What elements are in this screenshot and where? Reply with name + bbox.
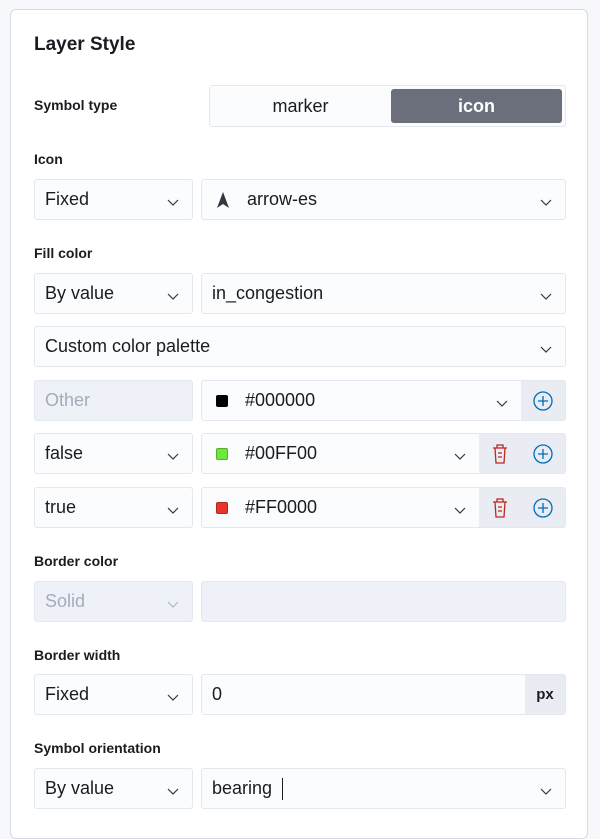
border-color-picker bbox=[201, 581, 566, 622]
border-color-label: Border color bbox=[34, 553, 119, 569]
fill-color-label: Fill color bbox=[34, 245, 93, 261]
stop-color-select[interactable]: #000000 bbox=[201, 380, 566, 421]
chevron-down-icon bbox=[539, 193, 553, 207]
palette-select[interactable]: Custom color palette bbox=[34, 326, 566, 367]
border-color-mode-select: Solid bbox=[34, 581, 193, 622]
plus-circle-icon bbox=[533, 390, 553, 411]
chevron-down-icon bbox=[166, 447, 180, 461]
symbol-type-toggle: marker icon bbox=[209, 85, 566, 127]
border-width-mode-value: Fixed bbox=[45, 684, 90, 704]
border-width-value: 0 bbox=[212, 684, 223, 704]
chevron-down-icon bbox=[166, 595, 180, 609]
stop-key-value: Other bbox=[45, 390, 91, 410]
stop-key-value: false bbox=[45, 443, 84, 463]
delete-stop-button[interactable] bbox=[479, 488, 521, 527]
fill-field-select[interactable]: in_congestion bbox=[201, 273, 566, 314]
unit-label: px bbox=[525, 675, 565, 714]
orientation-label: Symbol orientation bbox=[34, 740, 161, 756]
symbol-type-label: Symbol type bbox=[34, 97, 118, 113]
border-color-mode-value: Solid bbox=[45, 591, 86, 611]
plus-circle-icon bbox=[533, 443, 553, 464]
stop-color-value: #000000 bbox=[245, 390, 316, 410]
delete-stop-button[interactable] bbox=[479, 434, 521, 473]
chevron-down-icon bbox=[166, 782, 180, 796]
border-width-input[interactable]: 0 px bbox=[201, 674, 566, 715]
chevron-down-icon bbox=[453, 501, 467, 515]
chevron-down-icon bbox=[495, 394, 509, 408]
icon-mode-select[interactable]: Fixed bbox=[34, 179, 193, 220]
icon-label: Icon bbox=[34, 151, 63, 167]
stop-key-other: Other bbox=[34, 380, 193, 421]
add-stop-button[interactable] bbox=[521, 434, 565, 473]
color-swatch bbox=[216, 394, 228, 407]
icon-value: arrow-es bbox=[247, 189, 318, 209]
icon-mode-value: Fixed bbox=[45, 189, 90, 209]
stop-color-value: #00FF00 bbox=[245, 443, 318, 463]
stop-key-select[interactable]: true bbox=[34, 487, 193, 528]
color-swatch bbox=[216, 501, 228, 514]
trash-icon bbox=[493, 497, 507, 518]
border-width-label: Border width bbox=[34, 647, 121, 663]
chevron-down-icon bbox=[453, 447, 467, 461]
panel-title: Layer Style bbox=[34, 34, 136, 55]
palette-value: Custom color palette bbox=[45, 336, 211, 356]
stop-color-select[interactable]: #00FF00 bbox=[201, 433, 566, 474]
fill-mode-select[interactable]: By value bbox=[34, 273, 193, 314]
color-swatch bbox=[216, 447, 228, 460]
stop-color-value: #FF0000 bbox=[245, 497, 318, 517]
symbol-type-icon[interactable]: icon bbox=[391, 89, 562, 123]
chevron-down-icon bbox=[166, 501, 180, 515]
fill-field-value: in_congestion bbox=[212, 283, 324, 303]
chevron-down-icon bbox=[539, 782, 553, 796]
orientation-field-value: bearing bbox=[212, 778, 273, 798]
plus-circle-icon bbox=[533, 497, 553, 518]
chevron-down-icon bbox=[539, 287, 553, 301]
stop-key-value: true bbox=[45, 497, 77, 517]
orientation-field-combobox[interactable]: bearing bbox=[201, 768, 566, 809]
chevron-down-icon bbox=[166, 193, 180, 207]
fill-mode-value: By value bbox=[45, 283, 115, 303]
add-stop-button[interactable] bbox=[521, 488, 565, 527]
text-cursor bbox=[282, 777, 284, 800]
stop-color-select[interactable]: #FF0000 bbox=[201, 487, 566, 528]
border-width-mode-select[interactable]: Fixed bbox=[34, 674, 193, 715]
icon-select[interactable]: arrow-es bbox=[201, 179, 566, 220]
chevron-down-icon bbox=[166, 287, 180, 301]
chevron-down-icon bbox=[539, 340, 553, 354]
symbol-type-marker[interactable]: marker bbox=[272, 95, 329, 116]
arrow-icon bbox=[216, 191, 230, 209]
orientation-mode-value: By value bbox=[45, 778, 115, 798]
add-stop-button[interactable] bbox=[521, 381, 565, 420]
chevron-down-icon bbox=[166, 688, 180, 702]
stop-key-select[interactable]: false bbox=[34, 433, 193, 474]
trash-icon bbox=[493, 443, 507, 464]
orientation-mode-select[interactable]: By value bbox=[34, 768, 193, 809]
